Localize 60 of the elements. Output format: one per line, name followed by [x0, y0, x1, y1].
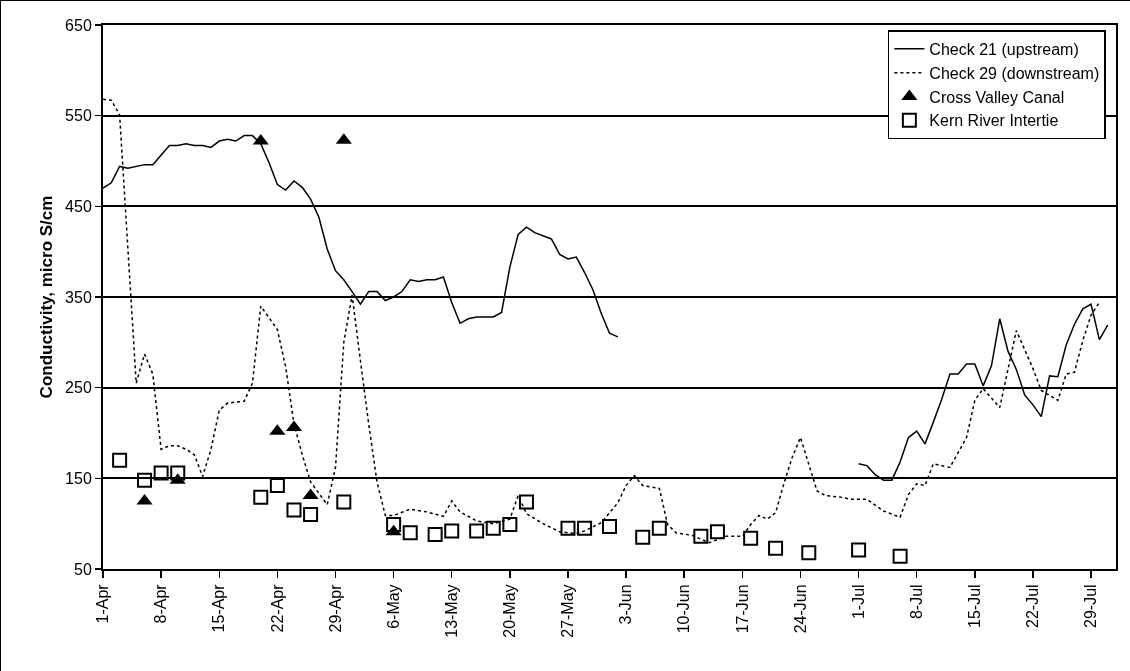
point	[303, 507, 319, 523]
y-tick-label: 550	[65, 107, 92, 125]
x-tick-label: 29-Apr	[326, 583, 344, 633]
x-tick-label: 6-May	[384, 584, 402, 629]
point	[427, 527, 443, 543]
point	[444, 523, 460, 539]
point	[768, 540, 784, 556]
point	[286, 502, 302, 518]
x-tick-label: 3-Jun	[617, 584, 635, 625]
point	[502, 517, 518, 533]
x-tick-label: 24-Jun	[791, 584, 809, 634]
point	[153, 465, 169, 481]
point	[269, 478, 285, 494]
point	[485, 520, 501, 536]
legend-label: Check 29 (downstream)	[929, 64, 1100, 82]
y-tick-label: 650	[65, 16, 92, 34]
point	[253, 489, 269, 505]
point	[892, 548, 908, 564]
point	[635, 529, 651, 545]
x-tick-label: 13-May	[442, 584, 460, 638]
point	[577, 520, 593, 536]
point	[709, 524, 725, 540]
x-tick-label: 1-Jul	[849, 584, 867, 620]
x-tick-label: 20-May	[501, 584, 519, 638]
x-tick-label: 10-Jun	[675, 584, 693, 634]
x-tick-label: 17-Jun	[733, 584, 751, 634]
point	[402, 525, 418, 541]
x-tick-label: 15-Jul	[966, 584, 984, 628]
x-tick-label: 8-Apr	[152, 583, 170, 624]
y-tick-label: 450	[65, 197, 92, 215]
y-tick-label: 150	[65, 469, 92, 487]
point	[112, 452, 128, 468]
y-tick-label: 50	[74, 560, 92, 578]
point	[386, 517, 402, 533]
x-tick-label: 8-Jul	[907, 584, 925, 620]
y-tick-label: 250	[65, 379, 92, 397]
y-tick-label: 350	[65, 288, 92, 306]
point	[851, 542, 867, 558]
x-tick-label: 1-Apr	[94, 583, 112, 624]
x-tick-label: 15-Apr	[210, 583, 228, 633]
point	[651, 520, 667, 536]
point	[302, 488, 319, 500]
point	[137, 472, 153, 488]
point	[602, 518, 617, 534]
x-tick-label: 29-Jul	[1082, 584, 1100, 628]
point	[801, 545, 817, 561]
point	[469, 523, 485, 539]
y-axis-title: Conductivity, micro S/cm	[37, 195, 57, 399]
legend-label: Kern River Intertie	[929, 112, 1059, 130]
point	[518, 494, 534, 510]
x-tick-label: 27-May	[559, 584, 577, 638]
point	[693, 528, 709, 544]
x-tick-label: 22-Jul	[1024, 584, 1042, 628]
point	[170, 465, 186, 481]
x-tick-label: 22-Apr	[268, 583, 286, 633]
legend-label: Check 21 (upstream)	[929, 41, 1079, 59]
legend-label: Cross Valley Canal	[929, 88, 1065, 106]
point	[743, 530, 759, 546]
point	[560, 520, 576, 536]
point	[336, 494, 352, 510]
